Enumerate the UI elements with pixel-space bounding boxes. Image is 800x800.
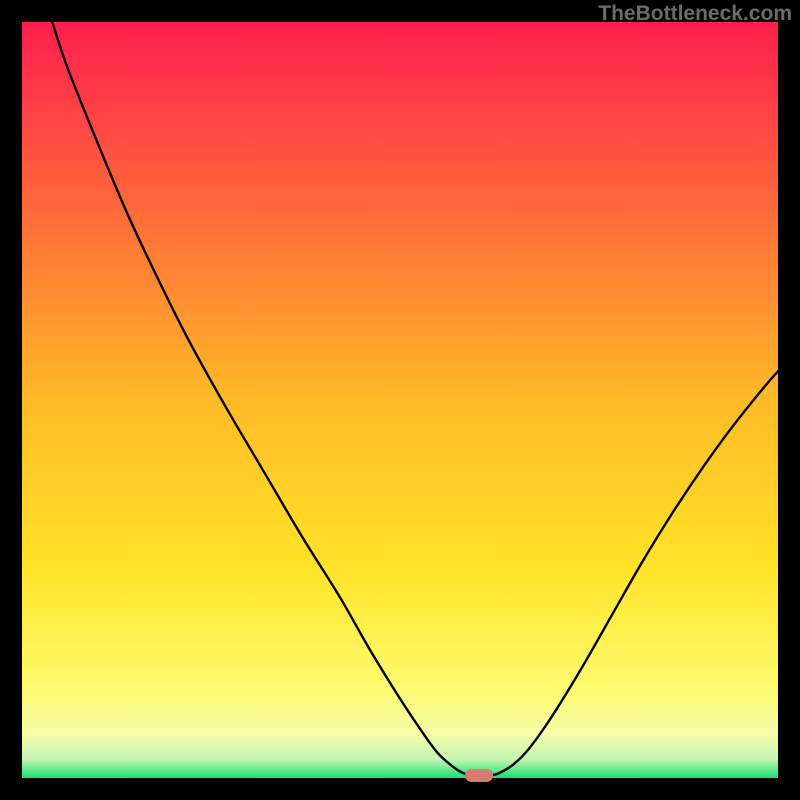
bottleneck-curve [0,0,800,800]
optimum-marker [465,769,493,782]
watermark-text: TheBottleneck.com [598,2,792,26]
chart-frame: TheBottleneck.com [0,0,800,800]
